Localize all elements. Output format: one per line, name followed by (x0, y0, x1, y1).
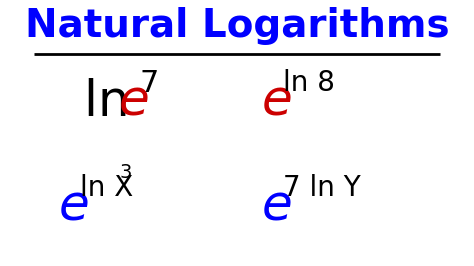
Text: 3: 3 (119, 163, 131, 182)
Text: e: e (59, 183, 90, 231)
Text: Natural Logarithms: Natural Logarithms (25, 7, 449, 45)
Text: e: e (119, 78, 150, 126)
Text: 7 ln Y: 7 ln Y (283, 174, 360, 202)
Text: ln X: ln X (80, 174, 133, 202)
Text: ln: ln (84, 78, 146, 126)
Text: 7: 7 (140, 69, 159, 98)
Text: ln 8: ln 8 (283, 69, 335, 97)
Text: e: e (262, 183, 292, 231)
Text: e: e (262, 78, 292, 126)
